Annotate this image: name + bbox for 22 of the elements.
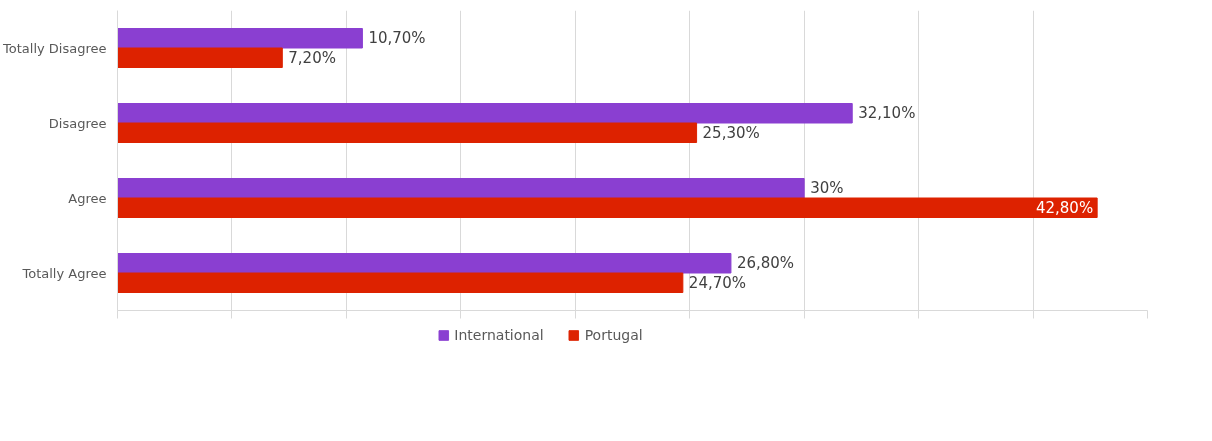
- y-tick-label: Disagree: [48, 115, 107, 131]
- bar: [117, 197, 1098, 218]
- bar: [117, 272, 684, 293]
- bar: [117, 47, 283, 68]
- legend-label: International: [454, 327, 544, 343]
- bar: [117, 122, 698, 143]
- bar: [117, 103, 853, 124]
- data-label: 10,70%: [368, 29, 426, 48]
- data-label: 32,10%: [858, 104, 916, 123]
- y-tick-label: Totally Disagree: [2, 40, 107, 56]
- bar: [117, 253, 732, 274]
- data-label: 7,20%: [288, 48, 336, 67]
- data-label: 42,80%: [1035, 198, 1094, 217]
- data-label: 26,80%: [736, 254, 795, 273]
- data-label: 30%: [810, 179, 844, 198]
- y-tick-label: Totally Agree: [21, 265, 107, 281]
- data-label: 24,70%: [688, 273, 747, 292]
- bar: [117, 178, 805, 199]
- bar: [117, 28, 363, 49]
- data-label: 25,30%: [702, 123, 760, 142]
- y-tick-label: Agree: [68, 190, 107, 206]
- legend-label: Portugal: [584, 327, 643, 343]
